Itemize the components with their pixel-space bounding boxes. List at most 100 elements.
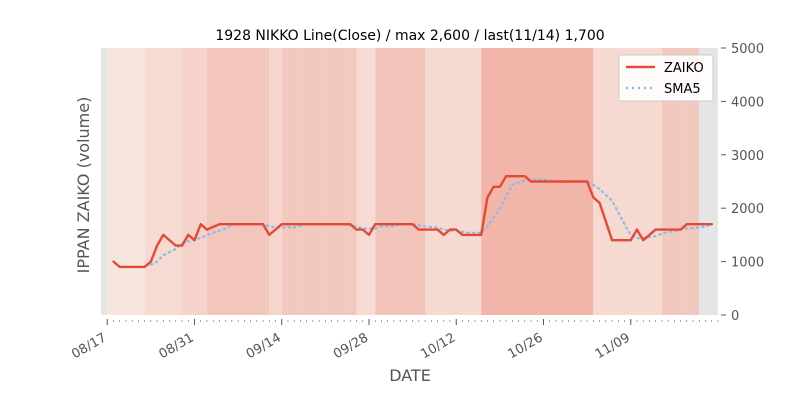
data-point-sma5 [593,184,594,185]
data-point-zaiko [636,229,637,230]
data-point-sma5 [624,224,625,225]
data-point-sma5 [543,179,544,180]
background-band [425,48,482,315]
y-tick-label: 5000 [731,42,764,57]
data-point-sma5 [393,226,394,227]
y-tick-label: 1000 [731,256,764,271]
y-axis: 0 1000 2000 3000 4000 5000 [721,42,764,324]
data-point-sma5 [368,228,369,229]
legend: ZAIKO SMA5 [618,54,714,102]
data-point-zaiko [418,229,419,230]
data-point-zaiko [499,186,500,187]
x-tick-label: 09/14 [244,330,284,362]
data-point-zaiko [661,229,662,230]
data-point-zaiko [655,229,656,230]
data-point-sma5 [188,241,189,242]
data-point-zaiko [487,197,488,198]
data-point-zaiko [555,181,556,182]
data-point-sma5 [487,226,488,227]
data-point-zaiko [194,240,195,241]
data-point-zaiko [381,224,382,225]
data-point-zaiko [250,224,251,225]
data-point-sma5 [287,227,288,228]
data-point-sma5 [468,232,469,233]
data-point-sma5 [418,225,419,226]
data-point-zaiko [568,181,569,182]
x-tick-label: 11/09 [593,330,633,362]
data-point-zaiko [481,234,482,235]
data-point-zaiko [593,197,594,198]
data-point-zaiko [674,229,675,230]
chart-title: 1928 NIKKO Line(Close) / max 2,600 / las… [215,28,604,44]
series-layer [112,174,713,269]
y-tick-label: 0 [731,309,739,324]
data-point-sma5 [499,208,500,209]
data-point-zaiko [493,186,494,187]
data-point-zaiko [362,229,363,230]
x-tick-label: 10/12 [418,330,458,362]
data-point-sma5 [156,261,157,262]
data-point-zaiko [294,224,295,225]
data-point-zaiko [244,224,245,225]
data-point-zaiko [138,266,139,267]
data-point-sma5 [655,235,656,236]
background-band [699,48,718,315]
data-point-zaiko [711,224,712,225]
background-band [101,48,108,315]
data-point-sma5 [200,238,201,239]
data-point-zaiko [206,229,207,230]
data-point-sma5 [674,231,675,232]
data-point-sma5 [493,217,494,218]
data-point-zaiko [188,234,189,235]
data-point-sma5 [356,226,357,227]
data-point-sma5 [381,226,382,227]
data-point-sma5 [163,255,164,256]
data-point-zaiko [262,224,263,225]
data-point-zaiko [225,224,226,225]
data-point-sma5 [294,227,295,228]
data-point-zaiko [375,224,376,225]
legend-label-sma5: SMA5 [664,82,701,97]
data-point-zaiko [506,176,507,177]
y-tick-label: 3000 [731,149,764,164]
data-point-zaiko [705,224,706,225]
data-point-sma5 [537,179,538,180]
data-point-zaiko [231,224,232,225]
data-point-sma5 [506,196,507,197]
data-point-zaiko [119,266,120,267]
series-line-zaiko [112,174,713,269]
data-point-zaiko [175,245,176,246]
data-point-sma5 [175,248,176,249]
dot-texture [104,51,717,309]
data-point-sma5 [281,227,282,228]
data-point-zaiko [269,234,270,235]
data-point-zaiko [443,234,444,235]
data-point-zaiko [580,181,581,182]
x-axis: 08/17 08/31 09/14 09/28 10/12 10/26 11/09 [69,319,719,362]
data-point-zaiko [549,181,550,182]
data-point-sma5 [225,228,226,229]
data-point-zaiko [331,224,332,225]
data-point-zaiko [406,224,407,225]
data-point-zaiko [524,176,525,177]
data-point-zaiko [512,176,513,177]
data-point-zaiko [368,234,369,235]
data-point-sma5 [443,229,444,230]
background-band [144,48,183,315]
data-point-zaiko [113,261,114,262]
data-point-zaiko [181,245,182,246]
background-band [356,48,376,315]
data-point-zaiko [574,181,575,182]
data-point-zaiko [437,229,438,230]
data-point-zaiko [156,245,157,246]
data-point-zaiko [200,224,201,225]
data-point-zaiko [287,224,288,225]
data-point-sma5 [375,228,376,229]
data-point-zaiko [449,229,450,230]
y-tick-label: 2000 [731,202,764,217]
data-point-zaiko [238,224,239,225]
data-point-zaiko [643,240,644,241]
data-point-sma5 [150,264,151,265]
data-point-zaiko [219,224,220,225]
data-point-zaiko [630,240,631,241]
